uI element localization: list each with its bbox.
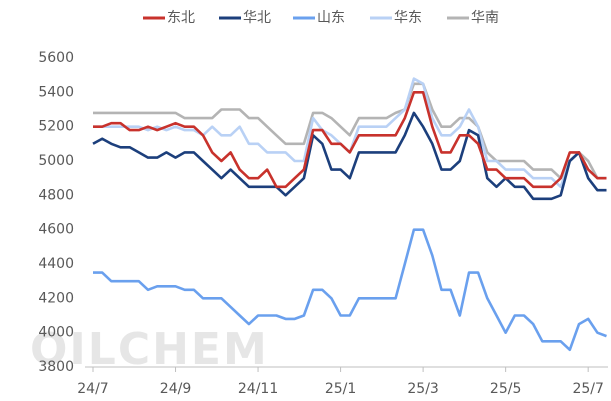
legend-label: 华东 bbox=[394, 10, 422, 26]
legend-label: 东北 bbox=[167, 10, 195, 26]
y-tick-label: 5000 bbox=[38, 153, 74, 169]
x-tick-label: 24/9 bbox=[160, 381, 191, 397]
x-tick-label: 25/3 bbox=[407, 381, 438, 397]
series-line bbox=[92, 111, 607, 201]
y-tick-label: 5400 bbox=[38, 84, 74, 100]
series-line bbox=[93, 228, 607, 352]
y-tick-label: 4400 bbox=[38, 256, 74, 272]
x-tick-label: 25/1 bbox=[325, 381, 356, 397]
y-tick-label: 4000 bbox=[38, 325, 74, 341]
x-tick-label: 25/7 bbox=[572, 381, 603, 397]
series-line bbox=[93, 91, 607, 189]
series-line bbox=[93, 82, 607, 180]
y-tick-label: 4200 bbox=[38, 290, 74, 306]
x-tick-label: 24/11 bbox=[238, 381, 278, 397]
legend-label: 山东 bbox=[317, 10, 345, 26]
y-tick-label: 4800 bbox=[38, 187, 74, 203]
x-tick-label: 25/5 bbox=[490, 381, 521, 397]
y-tick-label: 4600 bbox=[38, 222, 74, 238]
y-tick-label: 3800 bbox=[38, 359, 74, 375]
x-tick-label: 24/7 bbox=[77, 381, 108, 397]
y-tick-label: 5600 bbox=[38, 50, 74, 66]
y-tick-label: 5200 bbox=[38, 119, 74, 135]
legend-label: 华北 bbox=[243, 10, 271, 26]
legend-label: 华南 bbox=[471, 10, 499, 26]
